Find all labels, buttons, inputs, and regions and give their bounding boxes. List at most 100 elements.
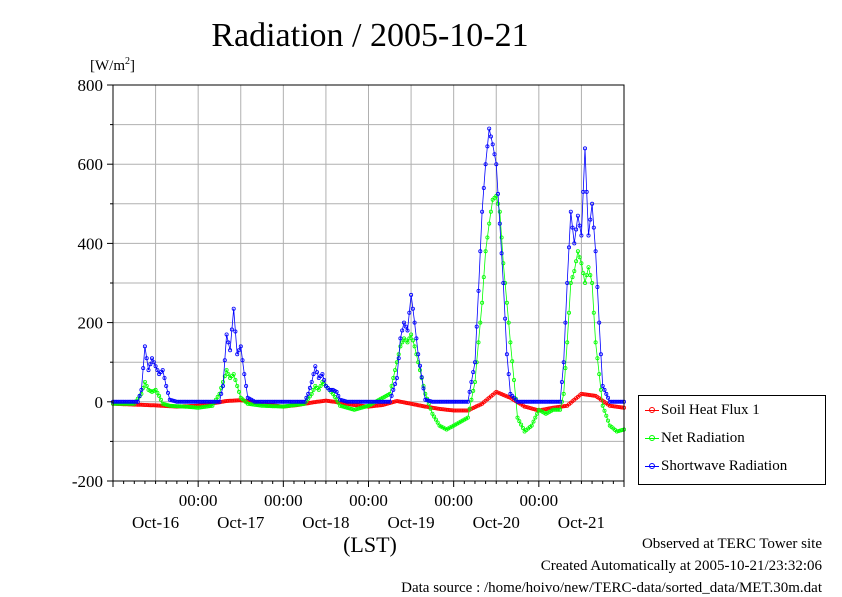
series-point [245, 401, 250, 406]
series-point [432, 414, 437, 419]
series-point [522, 404, 527, 409]
x-time-label: 00:00 [434, 491, 473, 510]
series-point [283, 404, 288, 409]
series-point [157, 403, 162, 408]
series-point [440, 407, 445, 412]
series-point [394, 375, 399, 380]
series-point [412, 402, 417, 407]
series-point [359, 405, 364, 410]
series-point [529, 406, 534, 411]
series-point [446, 407, 451, 412]
series-point [361, 405, 366, 410]
series-point [474, 324, 479, 329]
series-point [357, 406, 362, 411]
series-point [259, 403, 264, 408]
series-point [403, 324, 408, 329]
y-axis-label: [W/m2] [90, 56, 135, 74]
series-point [481, 275, 486, 280]
series-point [614, 404, 619, 409]
series-point [389, 400, 394, 405]
series-point [343, 399, 348, 404]
series-point [602, 408, 607, 413]
series-point [400, 340, 405, 345]
series-point [577, 223, 582, 228]
series-point [401, 400, 406, 405]
series-point [146, 368, 151, 373]
series-point [568, 209, 573, 214]
series-point [233, 377, 238, 382]
series-point [343, 405, 348, 410]
series-point [348, 406, 353, 411]
series-point [570, 225, 575, 230]
series-point [588, 217, 593, 222]
series-point [162, 375, 167, 380]
series-point [506, 320, 511, 325]
series-point [197, 399, 202, 404]
series-point [519, 422, 524, 427]
series-point [329, 387, 334, 392]
series-point [338, 397, 343, 402]
series-point [614, 429, 619, 434]
series-point [476, 340, 481, 345]
series-point [385, 399, 390, 404]
series-point [579, 391, 584, 396]
series-point [567, 310, 572, 315]
series-point [439, 407, 444, 412]
series-point [464, 408, 469, 413]
series-point [430, 411, 435, 416]
series-point [613, 404, 618, 409]
series-point [469, 397, 474, 402]
series-point [499, 235, 504, 240]
series-point [495, 201, 500, 206]
series-point [600, 403, 605, 408]
series-point [155, 390, 160, 395]
series-point [314, 370, 319, 375]
series-point [598, 352, 603, 357]
series-point [355, 406, 360, 411]
series-point [144, 402, 149, 407]
series-point [313, 364, 318, 369]
series-point [220, 383, 225, 388]
series-point [572, 269, 577, 274]
series-point [192, 405, 197, 410]
series-point [543, 407, 548, 412]
x-date-label: Oct-21 [558, 513, 605, 532]
series-point [425, 398, 430, 403]
series-point [570, 275, 575, 280]
series-point [199, 399, 204, 404]
series-point [583, 146, 588, 151]
series-point [515, 415, 520, 420]
footer-observed: Observed at TERC Tower site [641, 536, 822, 552]
series-point [149, 356, 154, 361]
series-point [233, 398, 238, 403]
series-point [389, 393, 394, 398]
series-point [393, 399, 398, 404]
series-point [228, 348, 233, 353]
series-point [288, 403, 293, 408]
series-point [354, 407, 359, 412]
series-point [535, 411, 540, 416]
series-point [419, 375, 424, 380]
series-point [236, 389, 241, 394]
series-point [417, 403, 422, 408]
series-point [584, 189, 589, 194]
series-point [595, 356, 600, 361]
series-point [134, 399, 139, 404]
series-point [495, 191, 500, 196]
series-point [197, 405, 202, 410]
axis-layer: -200 0 200 400 600 800 00:00 00:00 00:00 00:00 00:… [72, 76, 625, 532]
series-point [215, 399, 220, 404]
series-point [590, 201, 595, 206]
series-point [149, 403, 154, 408]
footer-source: Data source : /home/hoivo/new/TERC-data/… [401, 580, 822, 596]
series-point [512, 377, 517, 382]
series-point [448, 408, 453, 413]
series-point [487, 126, 492, 131]
legend-item-soil-heat-flux: Soil Heat Flux 1 [639, 402, 825, 420]
series-point [531, 406, 536, 411]
series-point [160, 401, 165, 406]
x-date-label: Oct-18 [302, 513, 349, 532]
legend-item-shortwave-radiation: Shortwave Radiation [639, 458, 825, 476]
series-point [618, 428, 623, 433]
series-point [504, 300, 509, 305]
